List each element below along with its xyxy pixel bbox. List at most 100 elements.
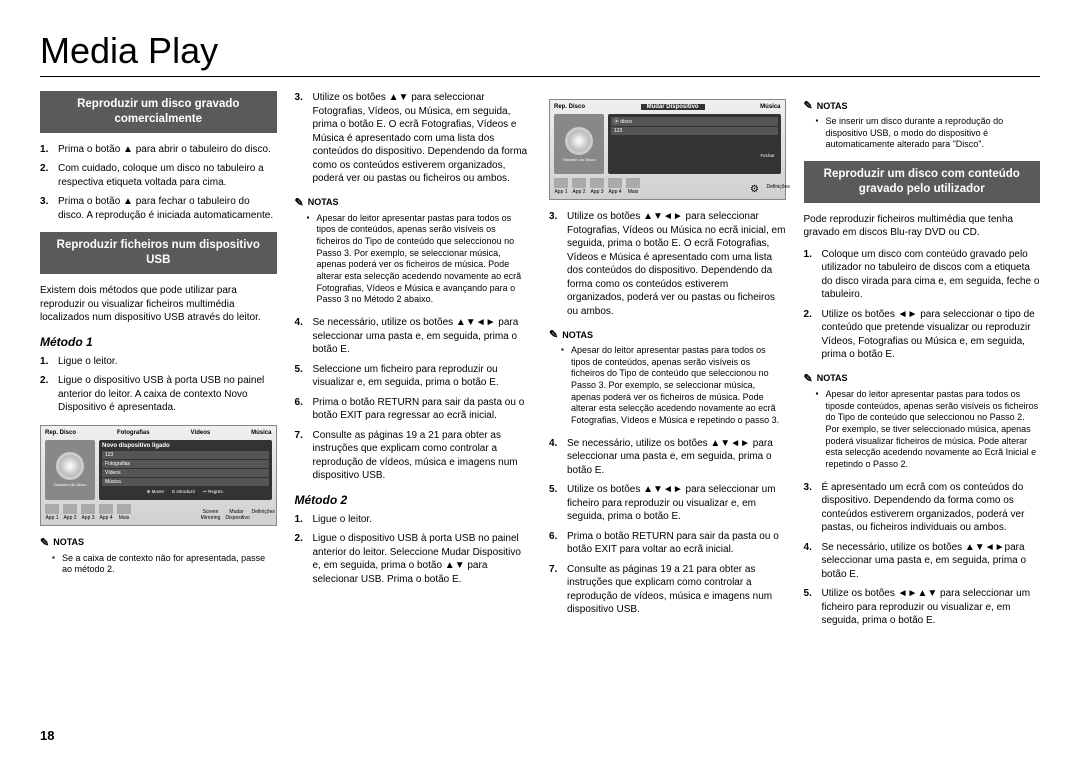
- app-item: App 2: [572, 178, 586, 195]
- close-btn: Fechar: [757, 152, 777, 159]
- app-item: App 4: [608, 178, 622, 195]
- tab: Música: [760, 104, 780, 110]
- column-3: Rep. Disco Mudar Dispositivo Música Tabu…: [549, 91, 786, 638]
- disc-icon: [565, 127, 593, 155]
- disc-panel: Tabuleiro do Disco: [45, 440, 95, 500]
- popup-row: ⦿ disco: [611, 117, 778, 126]
- notas-label: NOTAS: [40, 536, 277, 549]
- list-item: Com cuidado, coloque um disco no tabulei…: [40, 162, 277, 189]
- notas-list: Apesar do leitor apresentar pastas para …: [549, 345, 786, 427]
- disc-caption: Tabuleiro do Disco: [54, 482, 87, 487]
- content-columns: Reproduzir um disco gravado comercialmen…: [40, 91, 1040, 638]
- note-item: Apesar do leitor apresentar pastas para …: [816, 389, 1041, 471]
- col4-list2: É apresentado um ecrã com os conteúdos d…: [804, 481, 1041, 628]
- popup-row: Fotografias: [102, 460, 269, 468]
- list-item: Consulte as páginas 19 a 21 para obter a…: [549, 563, 786, 617]
- list-item: Ligue o leitor.: [40, 355, 277, 369]
- app-item: App 2: [63, 504, 77, 521]
- app-item: App 1: [554, 178, 568, 195]
- list-item: Prima o botão RETURN para sair da pasta …: [295, 396, 532, 423]
- list-item: Utilize os botões ▲▼ para seleccionar Fo…: [295, 91, 532, 186]
- app-item: Mais: [626, 178, 640, 195]
- disc-panel: Tabuleiro do Disco: [554, 114, 604, 174]
- change-device-popup: ⦿ disco 123 Fechar: [608, 114, 781, 174]
- sec3-intro: Pode reproduzir ficheiros multimédia que…: [804, 213, 1041, 240]
- list-item: Prima o botão RETURN para sair da pasta …: [549, 530, 786, 557]
- list-item: Utilize os botões ◄► para seleccionar o …: [804, 308, 1041, 362]
- notas-list: Apesar do leitor apresentar pastas para …: [295, 213, 532, 307]
- notas-label: NOTAS: [549, 328, 786, 341]
- list-item: É apresentado um ecrã com os conteúdos d…: [804, 481, 1041, 535]
- gear-icon: ⚙: [747, 184, 763, 195]
- section-header-1: Reproduzir um disco gravado comercialmen…: [40, 91, 277, 133]
- list-item: Utilize os botões ▲▼◄► para seleccionar …: [549, 483, 786, 524]
- ui-screenshot-1: Rep. Disco Fotografias Vídeos Música Tab…: [40, 425, 277, 526]
- list-item: Coloque um disco com conteúdo gravado pe…: [804, 248, 1041, 302]
- notas-label: NOTAS: [295, 196, 532, 209]
- page-number: 18: [40, 728, 54, 743]
- column-1: Reproduzir um disco gravado comercialmen…: [40, 91, 277, 638]
- popup-row: 123: [102, 451, 269, 459]
- list-item: Ligue o dispositivo USB à porta USB no p…: [295, 532, 532, 586]
- notas-label: NOTAS: [804, 99, 1041, 112]
- note-item: Apesar do leitor apresentar pastas para …: [307, 213, 532, 307]
- app-item: App 3: [590, 178, 604, 195]
- tab: Música: [251, 430, 271, 436]
- col2-list1: Utilize os botões ▲▼ para seleccionar Fo…: [295, 91, 532, 186]
- metodo1-list: Ligue o leitor. Ligue o dispositivo USB …: [40, 355, 277, 415]
- list-item: Se necessário, utilize os botões ▲▼◄► pa…: [549, 437, 786, 478]
- metodo1-heading: Método 1: [40, 335, 277, 349]
- popup-btn: E Introduzir: [169, 488, 198, 496]
- new-device-popup: Novo dispositivo ligado 123 Fotografias …: [99, 440, 272, 500]
- column-2: Utilize os botões ▲▼ para seleccionar Fo…: [295, 91, 532, 638]
- col3-list1: Utilize os botões ▲▼◄► para seleccionar …: [549, 210, 786, 318]
- notas-list: Se inserir um disco durante a reprodução…: [804, 116, 1041, 151]
- app-item: App 1: [45, 504, 59, 521]
- col3-list2: Se necessário, utilize os botões ▲▼◄► pa…: [549, 437, 786, 617]
- ui-screenshot-2: Rep. Disco Mudar Dispositivo Música Tabu…: [549, 99, 786, 200]
- app-item: App 4: [99, 504, 113, 521]
- app-item: Mais: [117, 504, 131, 521]
- popup-btn: ↩ Regres.: [200, 488, 227, 496]
- list-item: Prima o botão ▲ para abrir o tabuleiro d…: [40, 143, 277, 157]
- disc-icon: [56, 452, 84, 480]
- col4-list1: Coloque um disco com conteúdo gravado pe…: [804, 248, 1041, 362]
- right-item: Screen Mirroring: [200, 509, 222, 521]
- notas-label: NOTAS: [804, 372, 1041, 385]
- metodo2-list: Ligue o leitor. Ligue o dispositivo USB …: [295, 513, 532, 587]
- notas-list: Apesar do leitor apresentar pastas para …: [804, 389, 1041, 471]
- tab: Vídeos: [191, 430, 211, 436]
- list-item: Utilize os botões ◄►▲▼ para seleccionar …: [804, 587, 1041, 628]
- col2-list2: Se necessário, utilize os botões ▲▼◄► pa…: [295, 316, 532, 483]
- disc-caption: Tabuleiro do Disco: [563, 157, 596, 162]
- list-item: Se necessário, utilize os botões ▲▼◄►par…: [804, 541, 1041, 582]
- popup-title: Novo dispositivo ligado: [102, 443, 269, 449]
- popup-btn: ⊕ Mover: [144, 488, 168, 496]
- popup-row: Vídeos: [102, 469, 269, 477]
- metodo2-heading: Método 2: [295, 493, 532, 507]
- section-header-2: Reproduzir ficheiros num dispositivo USB: [40, 232, 277, 274]
- popup-row: Música: [102, 478, 269, 486]
- list-item: Seleccione um ficheiro para reproduzir o…: [295, 363, 532, 390]
- list-item: Ligue o dispositivo USB à porta USB no p…: [40, 374, 277, 415]
- list-item: Consulte as páginas 19 a 21 para obter a…: [295, 429, 532, 483]
- page-title: Media Play: [40, 30, 1040, 77]
- right-item: Mudar Dispositivo: [226, 509, 248, 521]
- popup-row: 123: [611, 127, 778, 135]
- note-item: Se inserir um disco durante a reprodução…: [816, 116, 1041, 151]
- list-item: Ligue o leitor.: [295, 513, 532, 527]
- app-item: App 3: [81, 504, 95, 521]
- sec1-list: Prima o botão ▲ para abrir o tabuleiro d…: [40, 143, 277, 223]
- right-item: Definições: [252, 509, 272, 521]
- tab: Rep. Disco: [554, 104, 585, 110]
- note-item: Apesar do leitor apresentar pastas para …: [561, 345, 786, 427]
- tab: Rep. Disco: [45, 430, 76, 436]
- column-4: NOTAS Se inserir um disco durante a repr…: [804, 91, 1041, 638]
- notas-list: Se a caixa de contexto não for apresenta…: [40, 553, 277, 576]
- section-header-3: Reproduzir um disco com conteúdo gravado…: [804, 161, 1041, 203]
- tab: Fotografias: [117, 430, 150, 436]
- list-item: Se necessário, utilize os botões ▲▼◄► pa…: [295, 316, 532, 357]
- sec2-intro: Existem dois métodos que pode utilizar p…: [40, 284, 277, 325]
- note-item: Se a caixa de contexto não for apresenta…: [52, 553, 277, 576]
- list-item: Prima o botão ▲ para fechar o tabuleiro …: [40, 195, 277, 222]
